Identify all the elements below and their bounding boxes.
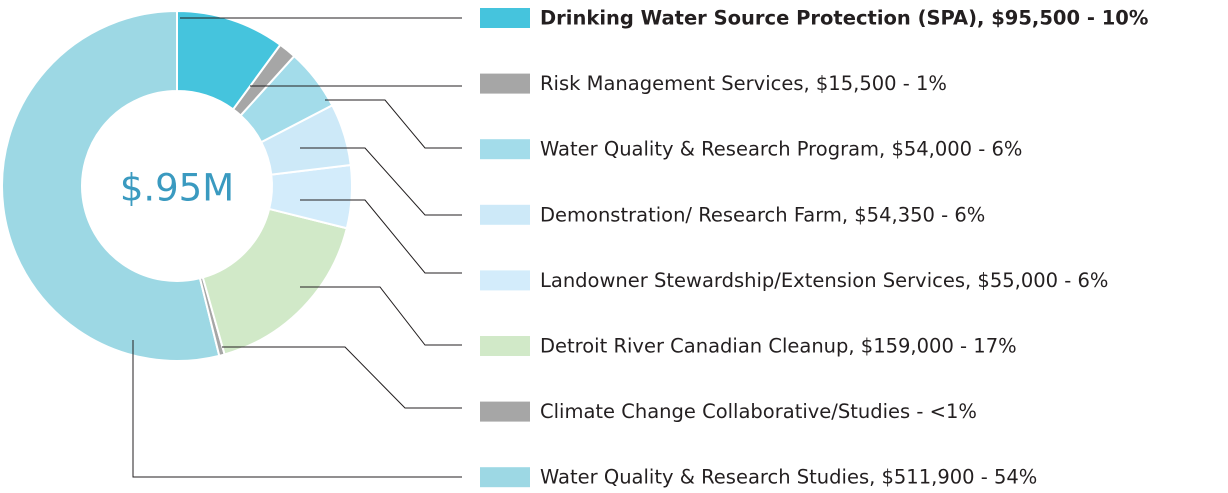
leader-line: [222, 346, 462, 409]
legend-swatch: [480, 336, 530, 356]
legend-label: Landowner Stewardship/Extension Services…: [540, 269, 1108, 292]
legend-swatch: [480, 401, 530, 422]
legend-label: Demonstration/ Research Farm, $54,350 - …: [540, 203, 985, 226]
legend-swatch: [480, 270, 530, 291]
legend-swatch: [480, 8, 530, 28]
slice: [239, 54, 334, 144]
slice: [201, 207, 349, 356]
legend-label: Risk Management Services, $15,500 - 1%: [540, 72, 947, 95]
leader-line: [132, 340, 462, 478]
center-label: $.95M: [120, 167, 234, 210]
legend-swatch: [480, 204, 530, 225]
legend-label: Water Quality & Research Studies, $511,9…: [540, 466, 1037, 489]
legend-swatch: [480, 139, 530, 160]
slice: [259, 103, 352, 176]
slice: [176, 9, 282, 111]
legend-label: Climate Change Collaborative/Studies - <…: [540, 400, 977, 423]
leader-line: [300, 199, 462, 274]
legend-swatch: [480, 73, 530, 94]
legend-label: Detroit River Canadian Cleanup, $159,000…: [540, 335, 1017, 358]
leader-line: [300, 286, 462, 346]
leader-line: [300, 147, 462, 216]
legend-swatch: [480, 467, 530, 488]
slice: [1, 9, 221, 362]
legend-label: Drinking Water Source Protection (SPA), …: [540, 7, 1148, 30]
slice: [267, 163, 353, 230]
leader-line: [325, 99, 462, 149]
legend-label: Water Quality & Research Program, $54,00…: [540, 138, 1022, 161]
